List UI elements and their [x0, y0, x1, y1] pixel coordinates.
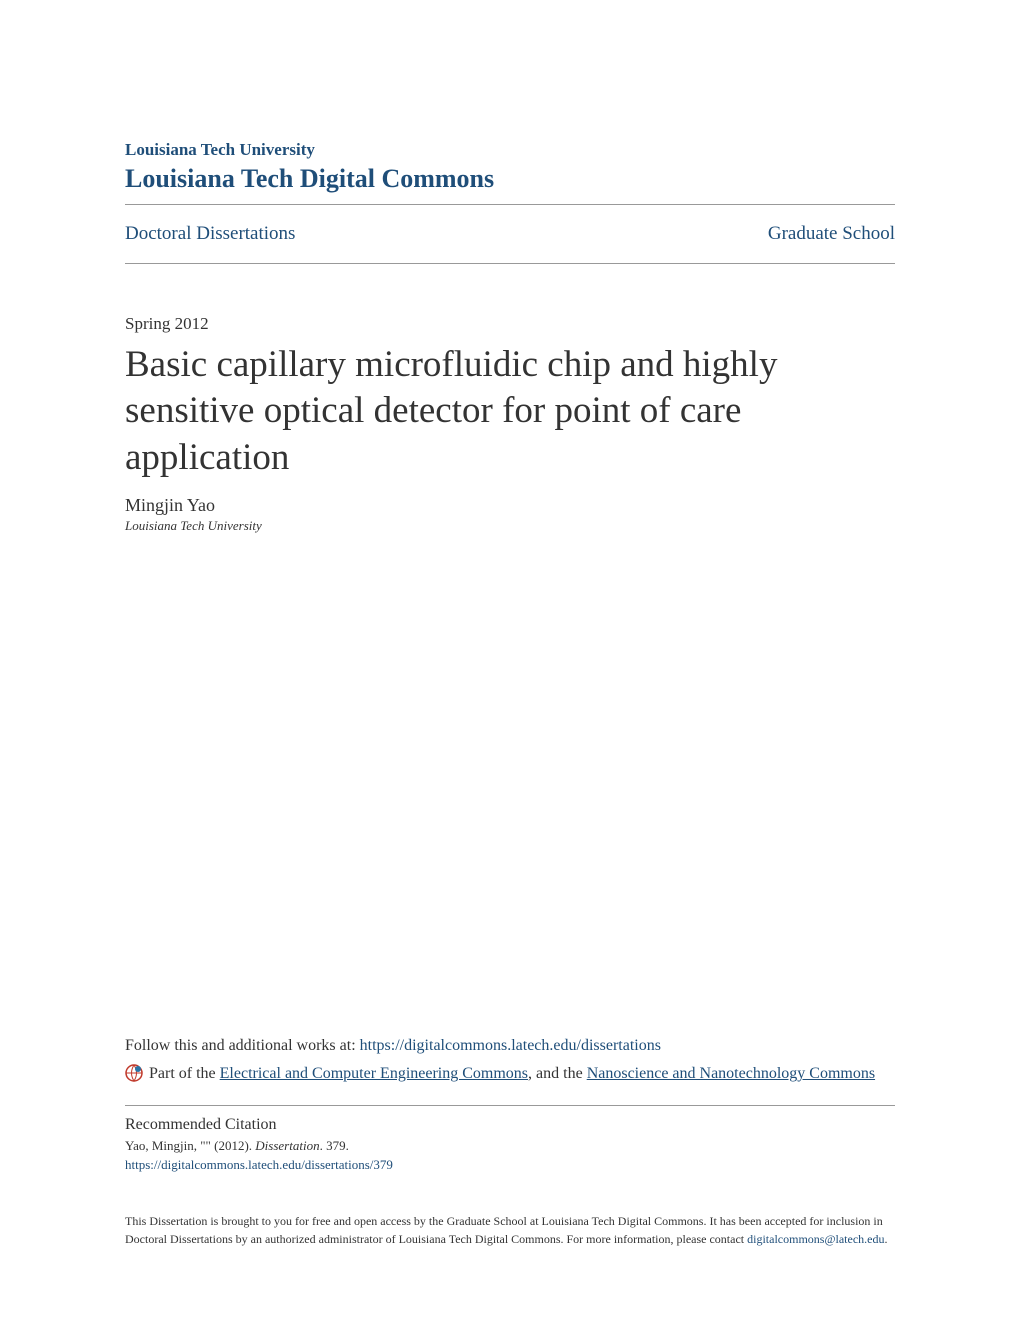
- follow-link[interactable]: https://digitalcommons.latech.edu/disser…: [360, 1037, 661, 1054]
- citation-italic: Dissertation: [255, 1138, 319, 1153]
- publication-date: Spring 2012: [125, 314, 895, 334]
- citation-link[interactable]: https://digitalcommons.latech.edu/disser…: [125, 1157, 393, 1172]
- institution-name: Louisiana Tech University: [125, 140, 895, 160]
- footer-section: Follow this and additional works at: htt…: [125, 1037, 895, 1248]
- network-row: Part of the Electrical and Computer Engi…: [125, 1061, 895, 1087]
- citation-heading: Recommended Citation: [125, 1116, 895, 1134]
- disclaimer: This Dissertation is brought to you for …: [125, 1212, 895, 1248]
- commons-link-1[interactable]: Electrical and Computer Engineering Comm…: [220, 1065, 528, 1082]
- citation-divider: [125, 1105, 895, 1106]
- commons-link-2[interactable]: Nanoscience and Nanotechnology Commons: [587, 1065, 875, 1082]
- document-title: Basic capillary microfluidic chip and hi…: [125, 342, 895, 481]
- nav-divider: [125, 263, 895, 264]
- citation-part2: . 379.: [320, 1138, 349, 1153]
- network-prefix: Part of the: [149, 1065, 220, 1082]
- nav-collection-link[interactable]: Doctoral Dissertations: [125, 223, 295, 245]
- network-text: Part of the Electrical and Computer Engi…: [149, 1061, 875, 1087]
- citation-part1: Yao, Mingjin, "" (2012).: [125, 1138, 255, 1153]
- author-affiliation: Louisiana Tech University: [125, 518, 895, 534]
- author-name: Mingjin Yao: [125, 495, 895, 516]
- nav-row: Doctoral Dissertations Graduate School: [125, 213, 895, 255]
- citation-text: Yao, Mingjin, "" (2012). Dissertation. 3…: [125, 1138, 895, 1154]
- nav-school-link[interactable]: Graduate School: [768, 223, 895, 245]
- contact-email[interactable]: digitalcommons@latech.edu: [747, 1232, 884, 1246]
- network-middle: , and the: [528, 1065, 587, 1082]
- repository-name[interactable]: Louisiana Tech Digital Commons: [125, 164, 895, 194]
- network-icon: [125, 1064, 143, 1082]
- follow-text: Follow this and additional works at: htt…: [125, 1037, 895, 1055]
- top-divider: [125, 204, 895, 205]
- follow-prefix: Follow this and additional works at:: [125, 1037, 360, 1054]
- disclaimer-suffix: .: [884, 1232, 887, 1246]
